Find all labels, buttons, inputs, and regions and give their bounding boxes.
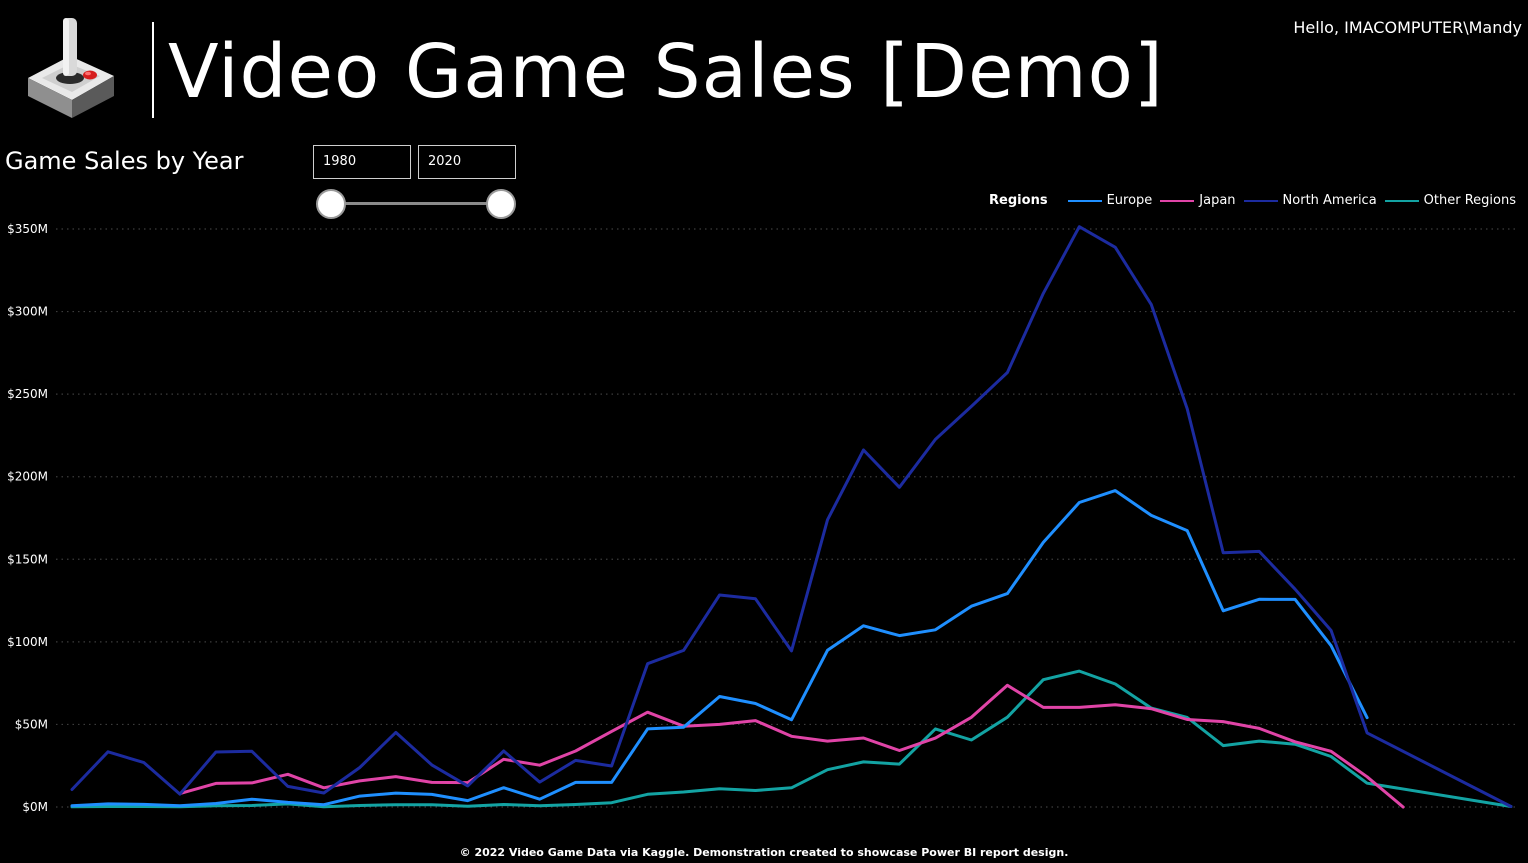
legend-swatch-other-regions xyxy=(1384,200,1419,202)
y-tick-label: $150M xyxy=(7,552,48,566)
year-slider-end-handle[interactable] xyxy=(486,189,516,219)
series-line-europe[interactable] xyxy=(70,489,1369,808)
legend-item-europe[interactable]: Europe xyxy=(1067,192,1153,210)
series-line-north-america[interactable] xyxy=(70,225,1513,808)
sales-line-chart[interactable]: $0M $50M $100M $150M $200M $250M $300M $350M xyxy=(0,212,1528,832)
legend-item-japan[interactable]: Japan xyxy=(1160,192,1236,210)
title-divider xyxy=(152,22,154,118)
series-line-other-regions[interactable] xyxy=(70,669,1513,809)
year-range-slider-track[interactable] xyxy=(331,202,501,205)
year-start-input[interactable]: 1980 xyxy=(313,145,411,179)
legend-swatch-europe xyxy=(1067,200,1102,202)
y-tick-label: $350M xyxy=(7,222,48,236)
y-tick-label: $300M xyxy=(7,305,48,319)
legend-label-europe: Europe xyxy=(1106,193,1153,208)
year-end-input[interactable]: 2020 xyxy=(418,145,516,179)
y-tick-label: $200M xyxy=(7,470,48,484)
chart-section-title: Game Sales by Year xyxy=(5,147,244,175)
y-tick-label: $250M xyxy=(7,387,48,401)
page-title: Video Game Sales [Demo] xyxy=(168,29,1164,115)
legend-swatch-north-america xyxy=(1243,200,1278,202)
legend-title: Regions xyxy=(989,193,1048,208)
legend-label-japan: Japan xyxy=(1199,193,1236,208)
chart-legend: Regions Europe Japan North America Other… xyxy=(989,192,1516,210)
y-tick-label: $100M xyxy=(7,635,48,649)
year-slider-start-handle[interactable] xyxy=(316,189,346,219)
legend-label-north-america: North America xyxy=(1282,193,1377,208)
y-tick-label: $0M xyxy=(22,800,48,814)
user-greeting: Hello, IMACOMPUTER\Mandy xyxy=(1293,18,1522,37)
legend-label-other-regions: Other Regions xyxy=(1423,193,1516,208)
joystick-logo-icon xyxy=(22,14,122,122)
footer-credit: © 2022 Video Game Data via Kaggle. Demon… xyxy=(459,846,1069,859)
y-tick-label: $50M xyxy=(15,717,48,731)
series-line-japan[interactable] xyxy=(178,683,1405,809)
legend-item-other-regions[interactable]: Other Regions xyxy=(1384,192,1516,210)
legend-item-north-america[interactable]: North America xyxy=(1243,192,1377,210)
legend-swatch-japan xyxy=(1160,200,1195,202)
